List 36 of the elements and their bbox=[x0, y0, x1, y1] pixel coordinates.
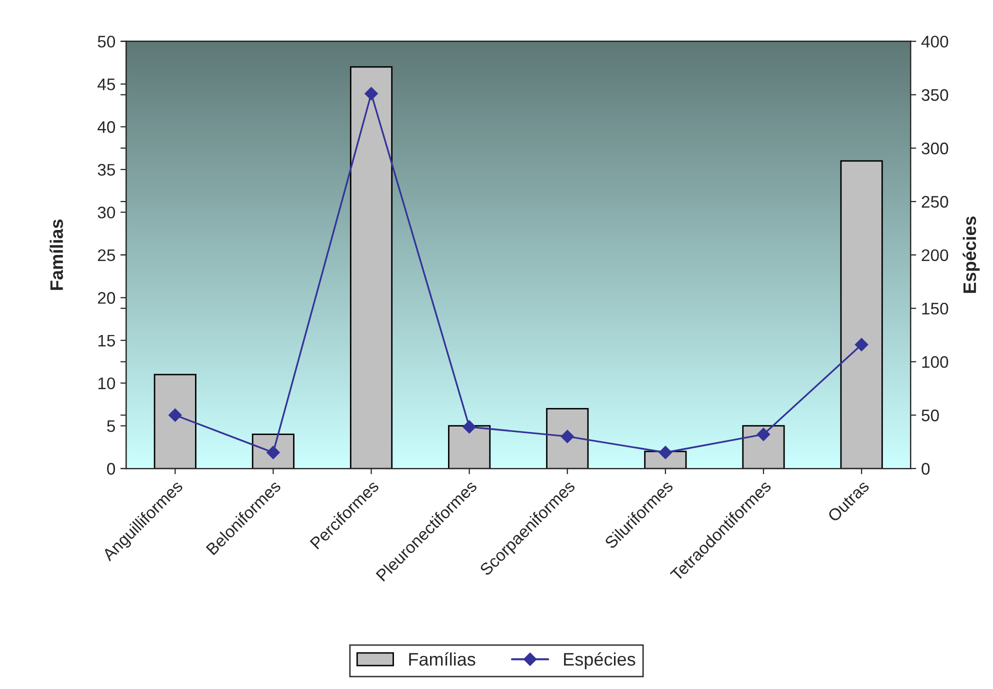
y-tick-label: 20 bbox=[98, 292, 116, 304]
y-tick-label: 5 bbox=[107, 420, 115, 432]
bar bbox=[448, 425, 491, 469]
legend-label: Espécies bbox=[564, 652, 636, 670]
y-tick-label: 40 bbox=[98, 121, 116, 133]
y-tick-label: 0 bbox=[107, 462, 116, 475]
y-tick-label: 30 bbox=[98, 206, 116, 218]
y2-tick-label: 200 bbox=[922, 249, 948, 262]
y2-tick-label: 400 bbox=[921, 36, 948, 48]
y2-axis-title: Espécies bbox=[962, 216, 980, 293]
y2-tick-label: 300 bbox=[922, 142, 948, 154]
legend-label: Famílias bbox=[409, 652, 476, 666]
y-axis-title: Famílias bbox=[50, 220, 64, 290]
y2-tick-label: 50 bbox=[922, 410, 939, 422]
y2-tick-label: 250 bbox=[922, 196, 948, 208]
y-tick-label: 15 bbox=[98, 334, 115, 347]
point bbox=[168, 408, 182, 422]
point bbox=[364, 87, 378, 100]
bar bbox=[742, 425, 785, 469]
bar bbox=[154, 374, 196, 469]
point bbox=[756, 428, 770, 441]
y-tick-label: 10 bbox=[98, 377, 116, 390]
y-tick-label: 25 bbox=[98, 249, 115, 262]
y2-tick-label: 100 bbox=[922, 356, 948, 368]
y2-tick-label: 0 bbox=[922, 462, 930, 475]
point bbox=[462, 420, 476, 434]
y2-tick-label: 350 bbox=[922, 89, 948, 101]
bar bbox=[840, 160, 883, 469]
bar bbox=[546, 408, 589, 469]
y2-tick-label: 150 bbox=[922, 302, 948, 315]
point bbox=[854, 338, 868, 352]
y-tick-label: 35 bbox=[98, 164, 115, 176]
point bbox=[560, 430, 574, 444]
y-tick-label: 45 bbox=[98, 78, 115, 90]
bar bbox=[350, 66, 393, 469]
y-tick-label: 50 bbox=[98, 36, 116, 48]
